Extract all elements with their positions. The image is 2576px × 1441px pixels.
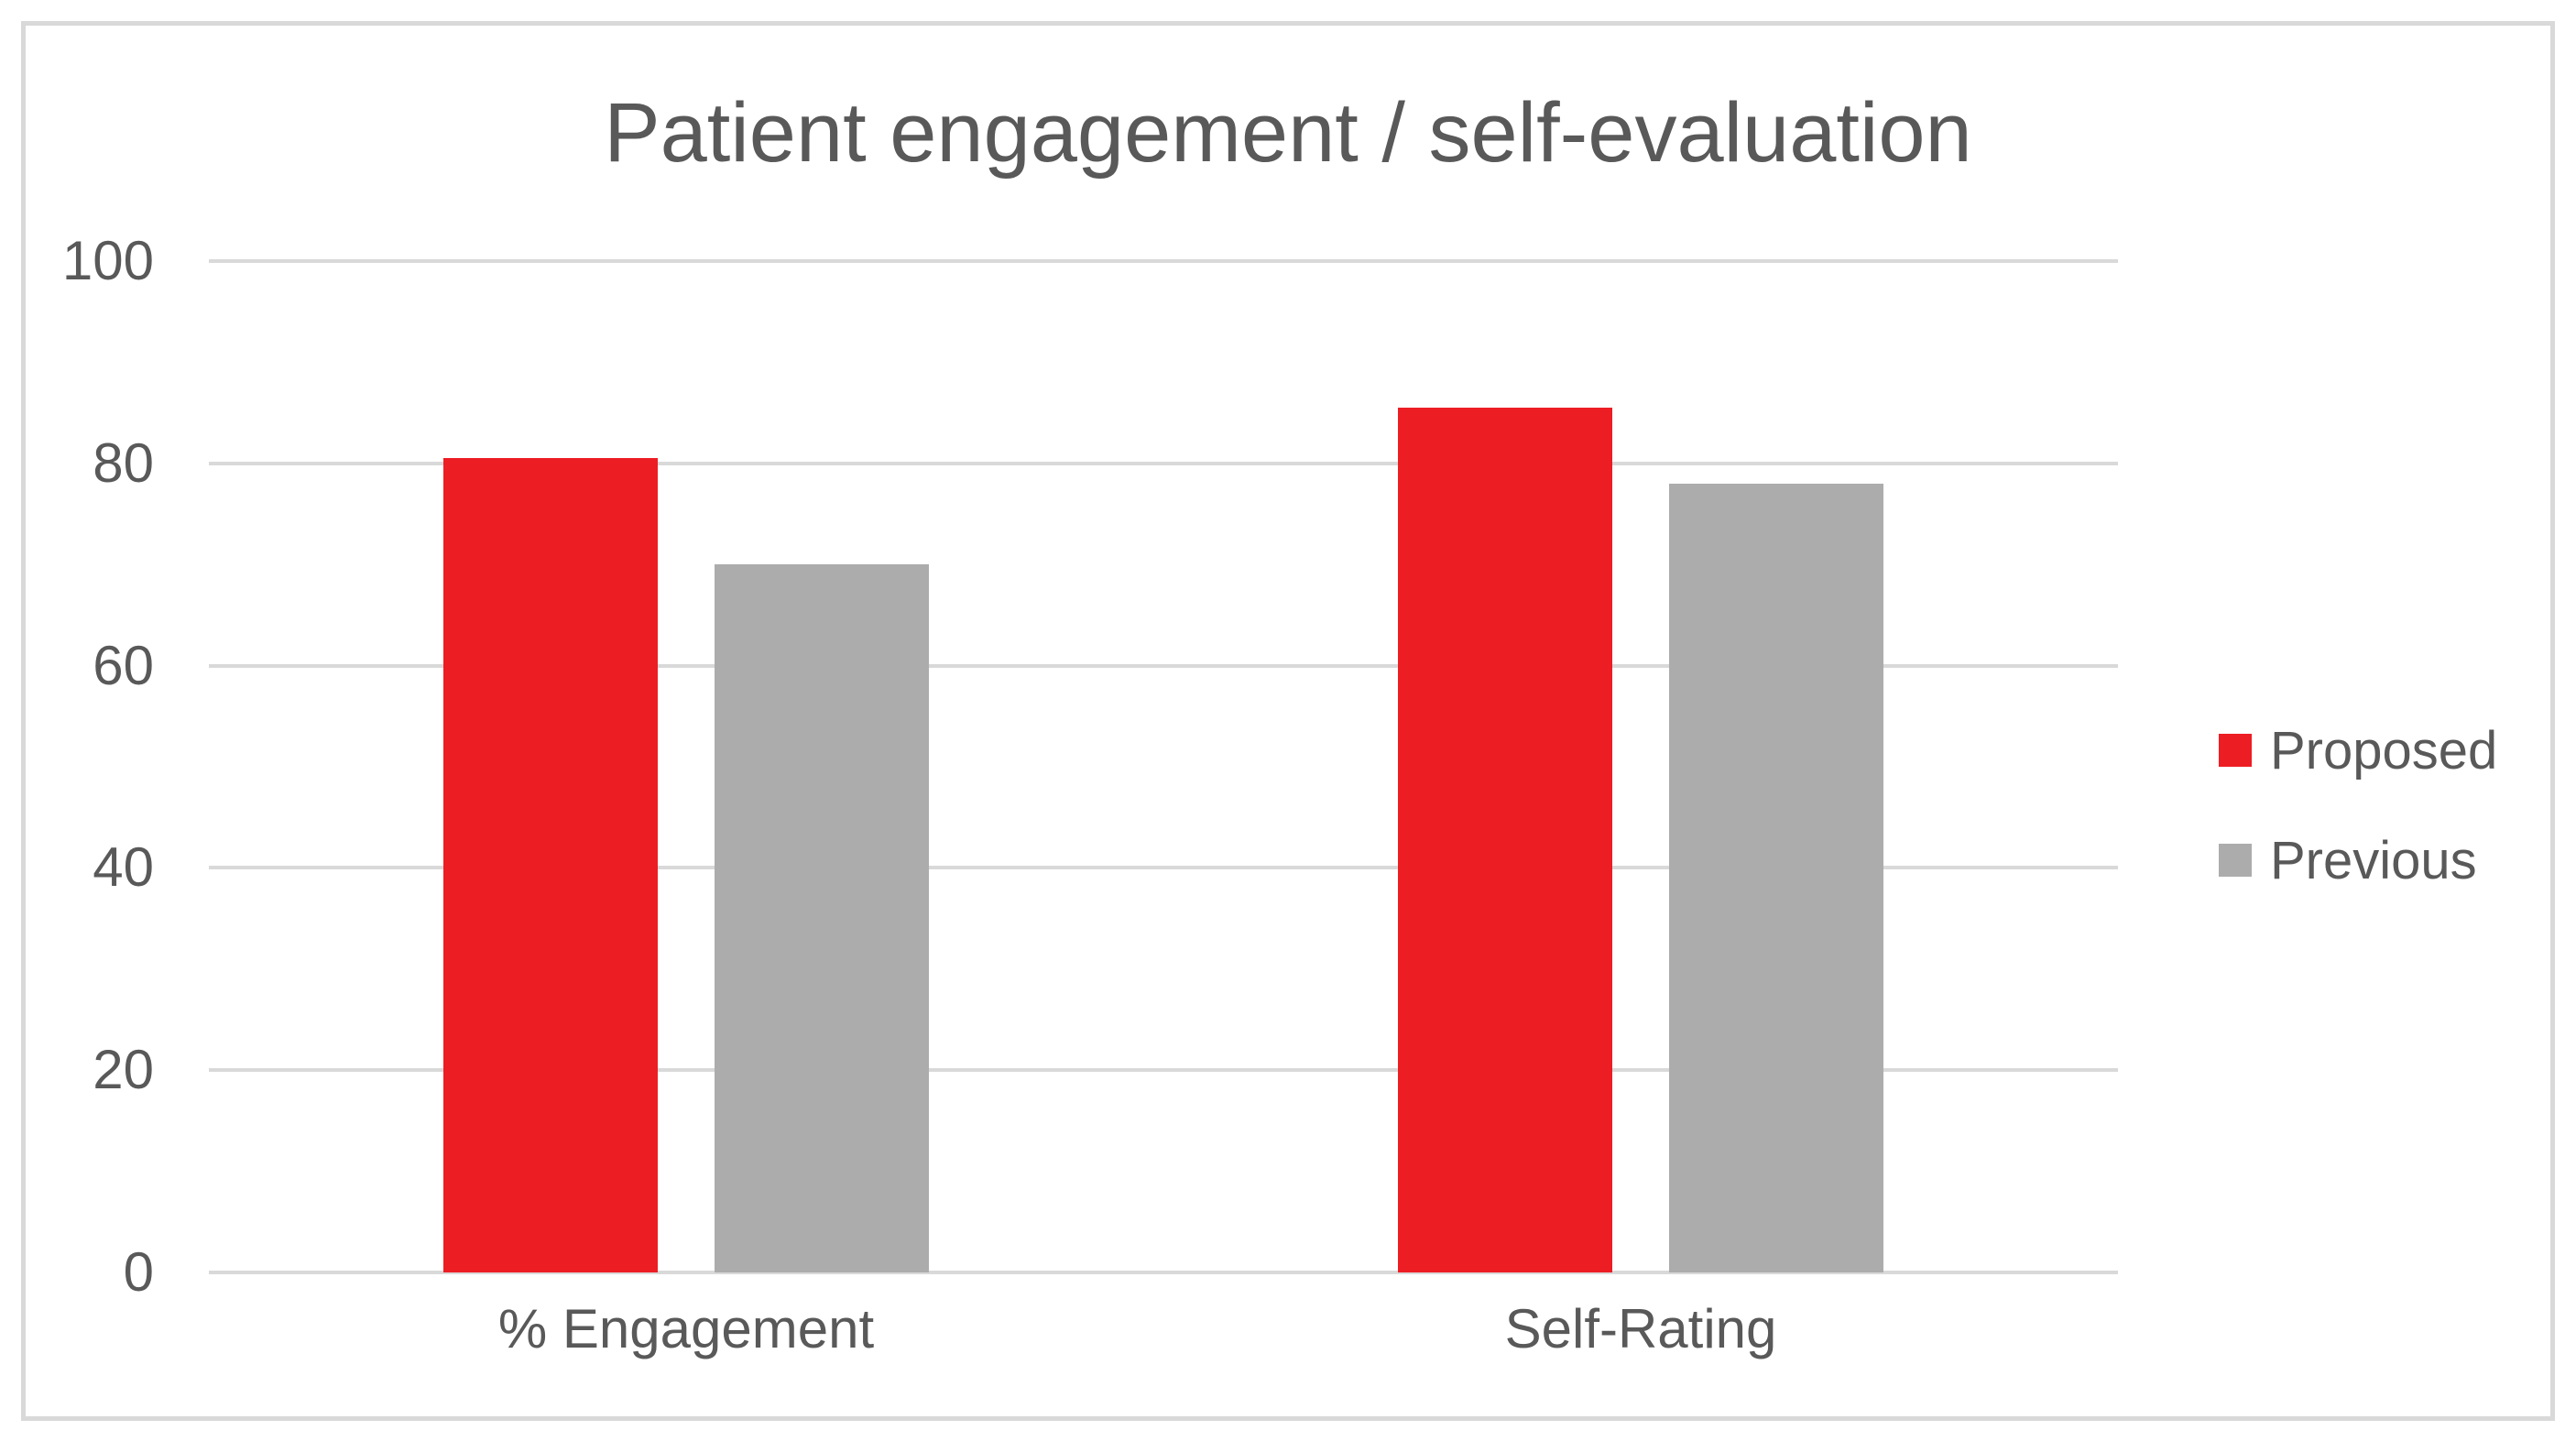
- y-tick-label: 60: [93, 634, 154, 696]
- legend-swatch-icon: [2219, 734, 2252, 767]
- y-tick-label: 20: [93, 1039, 154, 1101]
- bar-proposed-2: [1398, 408, 1612, 1272]
- legend-item-previous: Previous: [2219, 831, 2497, 890]
- bar-proposed-1: [443, 458, 658, 1272]
- chart-title: Patient engagement / self-evaluation: [604, 86, 1972, 180]
- y-tick-label: 40: [93, 836, 154, 899]
- gridline-y80: [209, 461, 2118, 465]
- legend: Proposed Previous: [2219, 721, 2497, 944]
- x-category-label: Self-Rating: [1504, 1298, 1777, 1359]
- y-tick-label: 100: [61, 230, 154, 291]
- bar-previous-1: [715, 564, 929, 1272]
- legend-label: Previous: [2270, 830, 2477, 890]
- legend-swatch-icon: [2219, 844, 2252, 877]
- y-tick-label: 0: [123, 1241, 154, 1303]
- gridline-y100: [209, 259, 2118, 263]
- y-tick-label: 80: [93, 431, 154, 494]
- legend-item-proposed: Proposed: [2219, 721, 2497, 781]
- bar-previous-2: [1669, 483, 1883, 1272]
- legend-label: Proposed: [2270, 720, 2498, 781]
- gridline-y60: [209, 663, 2118, 668]
- x-category-label: % Engagement: [497, 1298, 875, 1359]
- gridline-y40: [209, 866, 2118, 870]
- plot-area: [209, 259, 2118, 1274]
- gridline-y20: [209, 1068, 2118, 1073]
- gridline-y0: [209, 1271, 2118, 1274]
